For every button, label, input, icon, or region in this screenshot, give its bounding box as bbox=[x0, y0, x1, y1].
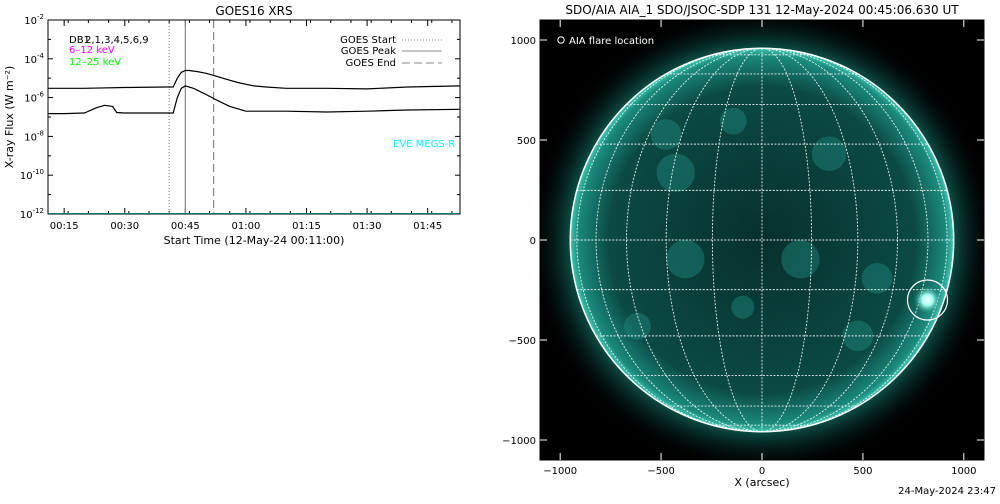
x-tick-label: −500 bbox=[647, 466, 674, 477]
longitude-line bbox=[761, 47, 929, 433]
legend-label-6-12kev: 6–12 keV bbox=[69, 45, 115, 56]
x-axis-label: Start Time (12-May-24 00:11:00) bbox=[164, 234, 345, 247]
flux-series bbox=[48, 69, 460, 214]
series-line-0 bbox=[48, 69, 460, 90]
x-tick-label: 00:30 bbox=[110, 221, 139, 232]
y-tick-label: 0 bbox=[530, 236, 536, 247]
x-tick-label: 00:15 bbox=[50, 221, 79, 232]
x-axis-ticks: −1000 −500 0 500 1000 bbox=[543, 20, 977, 477]
active-region bbox=[623, 312, 651, 340]
eve-megs-r-label: EVE MEGS-R bbox=[393, 139, 455, 150]
active-region bbox=[811, 136, 847, 171]
x-tick-label: 0 bbox=[759, 466, 765, 477]
x-tick-label: 500 bbox=[853, 466, 872, 477]
y-tick-label: 10-8 bbox=[24, 129, 44, 143]
x-tick-label: 1000 bbox=[951, 466, 976, 477]
active-region bbox=[666, 240, 705, 279]
flare-kernel bbox=[913, 286, 942, 314]
longitude-line bbox=[595, 47, 763, 433]
y-tick-label: 10-10 bbox=[20, 168, 44, 182]
legend-goes-end: GOES End bbox=[346, 58, 396, 69]
y-tick-label: −500 bbox=[509, 336, 536, 347]
aia-legend-label: AIA flare location bbox=[569, 36, 654, 47]
goes-xrs-chart: GOES16 XRS X-ray Flux (W m⁻²) Start Time… bbox=[3, 4, 461, 247]
y-tick-label: 10-6 bbox=[24, 91, 44, 105]
y-tick-label: 10-12 bbox=[20, 207, 44, 221]
y-tick-label: 10-4 bbox=[24, 52, 44, 66]
y-tick-label: 1000 bbox=[511, 36, 536, 47]
x-tick-label: 01:30 bbox=[353, 221, 382, 232]
y-axis-ticks: 10-2 10-4 10-6 10-8 10-10 10-12 bbox=[20, 13, 460, 221]
flare-location-circle bbox=[906, 279, 949, 321]
longitude-line bbox=[711, 47, 763, 433]
longitude-line bbox=[761, 47, 859, 433]
longitude-line bbox=[576, 47, 763, 433]
event-legend: GOES Start GOES Peak GOES End bbox=[340, 35, 442, 69]
longitude-line bbox=[626, 47, 763, 433]
x-tick-label: 01:00 bbox=[232, 221, 261, 232]
active-region bbox=[781, 240, 820, 279]
active-region bbox=[842, 320, 874, 352]
heliographic-grid bbox=[569, 47, 955, 433]
legend-goes-peak: GOES Peak bbox=[341, 46, 396, 57]
y-axis-ticks: 1000 500 0 −500 −1000 bbox=[502, 36, 984, 447]
longitude-line bbox=[761, 47, 813, 433]
x-tick-label: −1000 bbox=[543, 466, 577, 477]
active-region bbox=[656, 153, 695, 193]
longitude-line bbox=[665, 47, 763, 433]
active-region bbox=[719, 107, 747, 135]
legend-goes-start: GOES Start bbox=[340, 35, 396, 46]
active-region bbox=[650, 119, 682, 150]
x-tick-label: 00:45 bbox=[171, 221, 200, 232]
footer-timestamp: 24-May-2024 23:47 bbox=[898, 486, 996, 497]
longitude-line bbox=[761, 47, 898, 433]
chart-title: GOES16 XRS bbox=[215, 4, 292, 18]
y-tick-label: 10-2 bbox=[24, 13, 44, 27]
overlay-label-channels: 2,1,3,4,5,6,9 bbox=[85, 35, 149, 46]
y-tick-label: −1000 bbox=[502, 436, 536, 447]
series-line-1 bbox=[48, 85, 460, 115]
aia-title: SDO/AIA AIA_1 SDO/JSOC-SDP 131 12-May-20… bbox=[565, 3, 959, 17]
y-axis-label: X-ray Flux (W m⁻²) bbox=[3, 66, 16, 168]
active-regions bbox=[623, 107, 893, 352]
overlay-label-db: DB1 bbox=[69, 35, 90, 46]
legend-label-12-25kev: 12–25 keV bbox=[69, 57, 121, 68]
x-tick-label: 01:45 bbox=[413, 221, 442, 232]
legend-circle-icon bbox=[557, 36, 565, 44]
plot-frame bbox=[47, 19, 461, 215]
longitude-line bbox=[761, 47, 948, 433]
active-region bbox=[861, 263, 893, 294]
aia-x-axis-label: X (arcsec) bbox=[734, 476, 789, 489]
x-tick-label: 01:15 bbox=[292, 221, 321, 232]
event-markers bbox=[168, 20, 215, 214]
y-tick-label: 500 bbox=[517, 136, 536, 147]
active-region bbox=[731, 295, 755, 319]
aia-image-panel: SDO/AIA AIA_1 SDO/JSOC-SDP 131 12-May-20… bbox=[502, 3, 985, 489]
